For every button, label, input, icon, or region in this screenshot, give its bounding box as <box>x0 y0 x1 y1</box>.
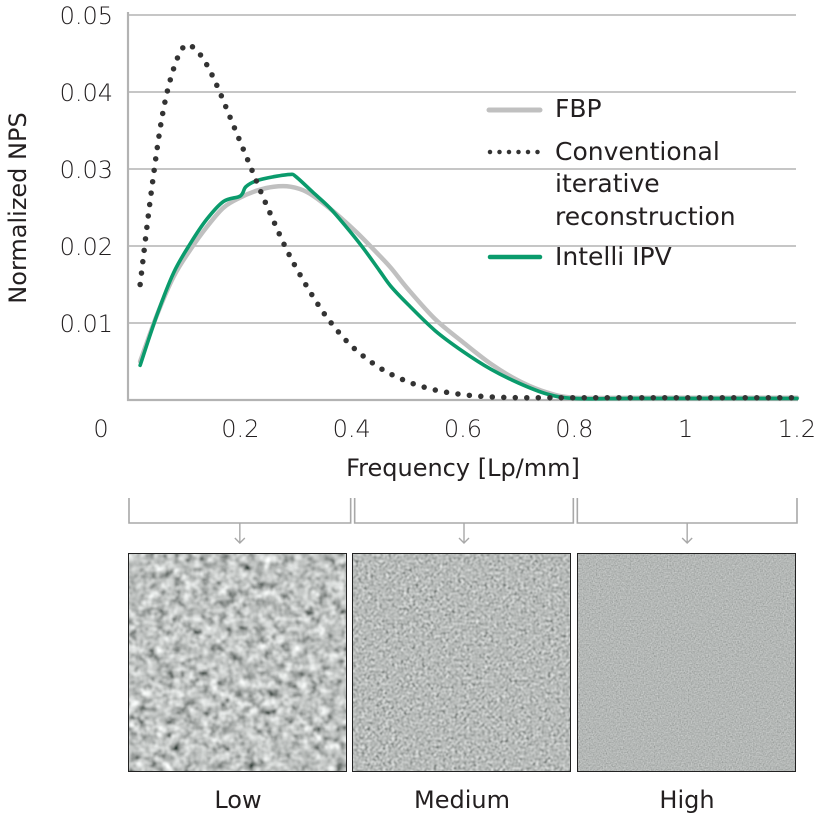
legend-label: Intelli IPV <box>555 242 672 271</box>
data-series <box>137 41 800 401</box>
y-tick-label: 0.02 <box>60 233 113 261</box>
x-tick-label: 1 <box>678 415 693 443</box>
y-tick-label: 0.03 <box>60 156 113 184</box>
legend: FBP Conventional iterative reconstruction In… <box>486 94 736 271</box>
x-tick-label: 0.8 <box>555 415 593 443</box>
x-tick-label: 0.2 <box>221 415 259 443</box>
legend-label: FBP <box>555 94 602 123</box>
bracket-high <box>576 498 798 544</box>
bracket-low <box>128 498 352 544</box>
x-tick-label: 0.4 <box>333 415 371 443</box>
legend-item-1: Conventional iterative reconstruction <box>487 137 736 231</box>
gridlines <box>128 14 796 324</box>
legend-item-0: FBP <box>486 94 602 123</box>
x-tick-label: 0 <box>93 415 108 443</box>
y-axis-ticks: 0.01 0.02 0.03 0.04 0.05 <box>60 2 113 338</box>
x-axis-label: Frequency [Lp/mm] <box>346 454 580 482</box>
band-label-low: Low <box>214 786 262 814</box>
nps-chart: 0.01 0.02 0.03 0.04 0.05 0 0.2 0.4 0.6 0.8 1 1.2 N… <box>4 2 816 544</box>
legend-item-2: Intelli IPV <box>487 242 672 271</box>
frequency-band-brackets <box>128 498 798 544</box>
y-tick-label: 0.04 <box>60 79 113 107</box>
series-conventional-iterative-reconstruction <box>137 41 800 401</box>
series-intelli-ipv <box>138 172 799 401</box>
legend-label: reconstruction <box>555 202 736 231</box>
x-tick-label: 1.2 <box>778 415 816 443</box>
y-axis-label: Normalized NPS <box>4 112 32 303</box>
band-label-high: High <box>659 786 715 814</box>
legend-label: Conventional <box>555 137 720 166</box>
noise-image-medium <box>352 553 571 772</box>
x-axis-ticks: 0 0.2 0.4 0.6 0.8 1 1.2 <box>93 415 816 443</box>
x-tick-label: 0.6 <box>444 415 482 443</box>
noise-image-low <box>128 553 347 772</box>
legend-label: iterative <box>555 169 660 198</box>
band-label-medium: Medium <box>414 786 510 814</box>
bracket-medium <box>353 498 575 544</box>
noise-image-high <box>577 553 796 772</box>
y-tick-label: 0.01 <box>60 310 113 338</box>
y-tick-label: 0.05 <box>60 2 113 30</box>
